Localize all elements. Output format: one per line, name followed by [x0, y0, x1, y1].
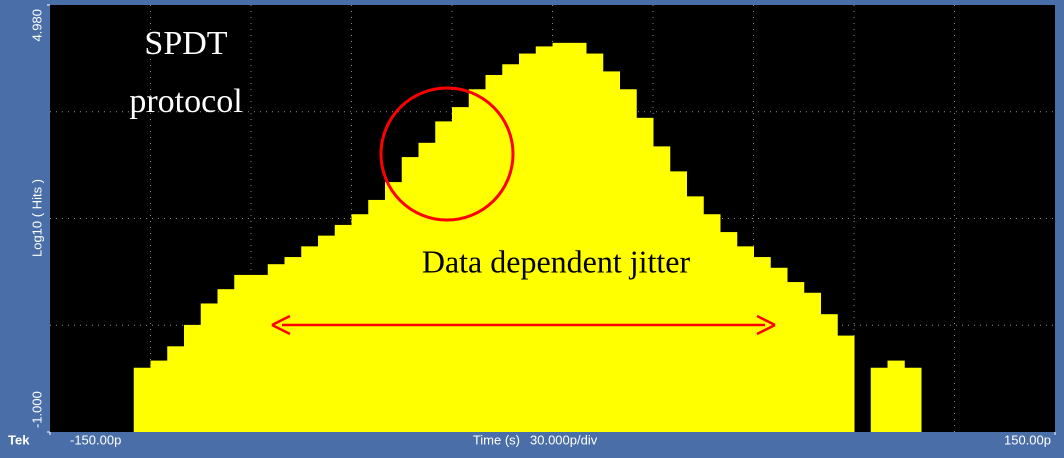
- bar: [468, 89, 486, 433]
- bar: [334, 224, 352, 432]
- brand: Tek: [8, 432, 30, 447]
- bar: [485, 74, 503, 432]
- bar: [552, 42, 570, 432]
- x-tick-label: -150.00p: [70, 432, 121, 447]
- bar: [251, 274, 269, 432]
- bar: [803, 292, 821, 432]
- x-tick-label: 150.00p: [1004, 432, 1051, 447]
- bar: [200, 303, 218, 432]
- bar: [586, 53, 604, 433]
- bar: [686, 196, 704, 432]
- bar: [150, 360, 168, 432]
- bar: [452, 107, 470, 432]
- bar: [351, 214, 369, 432]
- y-tick-label: 4.980: [29, 9, 44, 42]
- y-tick-label: -1.000: [29, 391, 44, 428]
- bar: [418, 142, 436, 432]
- bar: [602, 71, 620, 432]
- bar: [569, 42, 587, 432]
- annotation: SPDT: [144, 25, 227, 62]
- bar: [167, 346, 185, 432]
- bar: [435, 121, 453, 432]
- bar: [535, 46, 553, 433]
- bar: [619, 89, 637, 433]
- bar: [887, 360, 905, 432]
- bar: [184, 324, 202, 432]
- bar: [234, 274, 252, 432]
- bar: [636, 117, 654, 432]
- bar: [502, 64, 520, 433]
- bar: [669, 171, 687, 432]
- annotation: Data dependent jitter: [422, 243, 691, 279]
- bar: [870, 367, 888, 432]
- annotation: protocol: [129, 83, 242, 120]
- scale-label: 30.000p/div: [530, 432, 598, 447]
- bar: [787, 282, 805, 432]
- highlight-circle: [379, 86, 515, 222]
- bar: [837, 335, 855, 432]
- bar: [401, 157, 419, 432]
- bar: [217, 289, 235, 432]
- labels: Tek Time (s) 30.000p/div Log10 ( Hits ) …: [8, 4, 1056, 447]
- bar: [368, 199, 386, 432]
- bar: [753, 257, 771, 432]
- bar: [385, 182, 403, 432]
- bar: [133, 367, 151, 432]
- bar: [653, 146, 671, 432]
- bar: [904, 367, 922, 432]
- bar: [267, 264, 285, 432]
- x-axis-label: Time (s): [473, 432, 520, 447]
- bar: [820, 314, 838, 432]
- bar: [318, 235, 336, 432]
- bar: [301, 246, 319, 432]
- bar: [770, 267, 788, 432]
- bar: [720, 232, 738, 432]
- y-axis-label: Log10 ( Hits ): [29, 179, 44, 257]
- bar: [703, 214, 721, 432]
- annotations: SPDT protocol Data dependent jitter: [129, 25, 776, 336]
- bar: [519, 53, 537, 433]
- bar: [736, 246, 754, 432]
- bar: [284, 257, 302, 432]
- arrow-heads: [271, 314, 776, 336]
- histogram-bars: [133, 42, 922, 433]
